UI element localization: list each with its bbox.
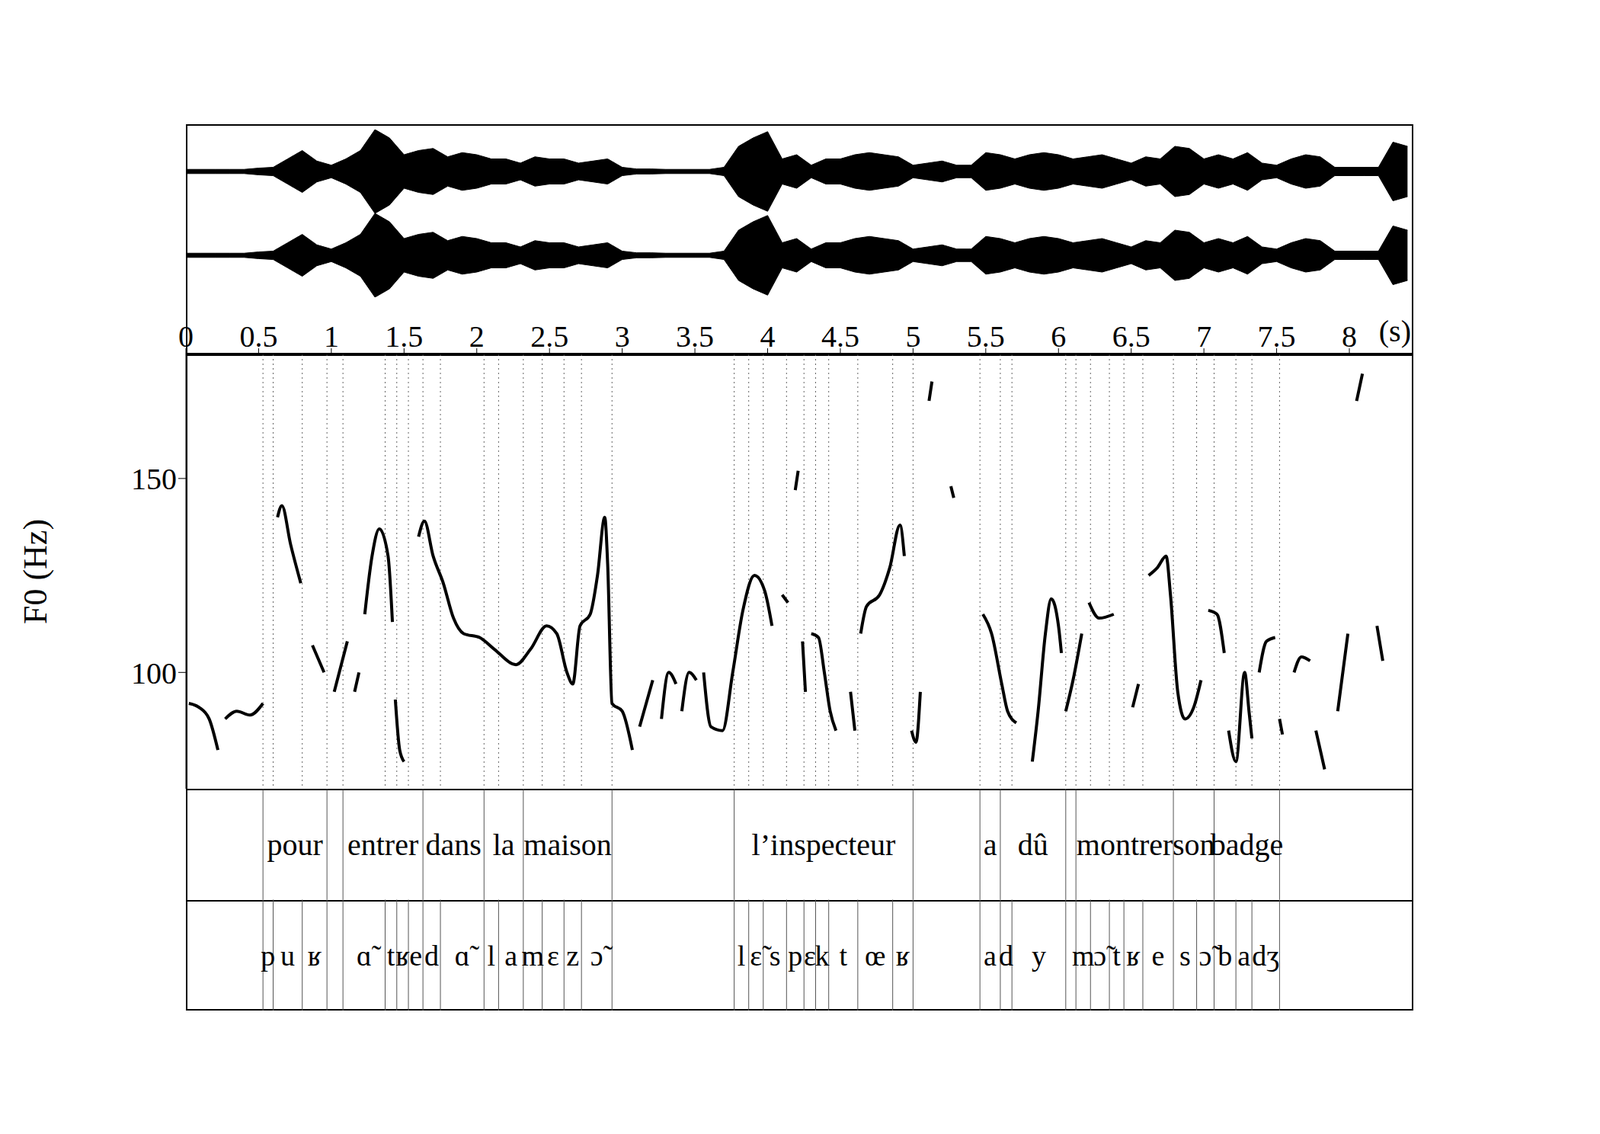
svg-text:t: t: [387, 939, 396, 972]
svg-text:entrer: entrer: [347, 827, 419, 862]
svg-text:y: y: [1031, 939, 1047, 972]
svg-text:dû: dû: [1017, 827, 1049, 862]
svg-text:1: 1: [323, 319, 340, 354]
html-text:(s): (s): [1378, 313, 1412, 349]
svg-text:ɔ̃: ɔ̃: [590, 939, 614, 972]
svg-text:m: m: [521, 939, 544, 972]
svg-text:d: d: [424, 939, 439, 972]
svg-text:2.5: 2.5: [530, 319, 569, 354]
svg-text:5.5: 5.5: [966, 319, 1005, 354]
svg-text:5: 5: [905, 319, 921, 354]
svg-text:u: u: [280, 939, 295, 972]
svg-text:dans: dans: [425, 827, 482, 862]
svg-text:6: 6: [1050, 319, 1066, 354]
svg-text:a: a: [1237, 939, 1251, 972]
svg-text:ɑ̃: ɑ̃: [356, 939, 382, 972]
svg-text:7: 7: [1196, 319, 1212, 354]
svg-text:dʒ: dʒ: [1251, 939, 1280, 972]
svg-text:0.5: 0.5: [239, 319, 278, 354]
svg-text:b: b: [1217, 939, 1232, 972]
svg-text:4: 4: [760, 319, 776, 354]
svg-text:s: s: [769, 939, 781, 972]
html-text:F0 (Hz): F0 (Hz): [16, 518, 55, 624]
svg-text:1.5: 1.5: [384, 319, 423, 354]
svg-text:ɔ̃: ɔ̃: [1093, 939, 1107, 972]
svg-text:7.5: 7.5: [1257, 319, 1296, 354]
svg-text:pour: pour: [266, 827, 323, 862]
svg-text:ɑ̃: ɑ̃: [454, 939, 480, 972]
svg-text:a: a: [983, 939, 997, 972]
svg-text:l: l: [487, 939, 496, 972]
svg-text:z: z: [566, 939, 580, 972]
svg-text:ʁ: ʁ: [307, 939, 323, 972]
svg-text:ʁ: ʁ: [1126, 939, 1141, 972]
svg-text:p: p: [787, 939, 803, 972]
svg-text:3.5: 3.5: [675, 319, 714, 354]
svg-text:œ: œ: [864, 939, 886, 972]
svg-text:t: t: [1112, 939, 1121, 972]
svg-text:100: 100: [131, 656, 177, 691]
svg-text:ʁ: ʁ: [896, 939, 911, 972]
svg-text:t: t: [838, 939, 848, 972]
svg-text:0: 0: [178, 319, 194, 354]
svg-text:badge: badge: [1210, 827, 1284, 862]
svg-text:l: l: [737, 939, 746, 972]
svg-text:m: m: [1072, 939, 1095, 972]
svg-text:ɛ̃: ɛ̃: [749, 939, 763, 972]
svg-text:ɔ̃: ɔ̃: [1198, 939, 1212, 972]
svg-text:150: 150: [131, 461, 177, 496]
svg-text:8: 8: [1341, 319, 1357, 354]
svg-text:l’inspecteur: l’inspecteur: [752, 827, 896, 862]
svg-text:a: a: [983, 827, 998, 862]
svg-text:k: k: [815, 939, 830, 972]
svg-text:ɛ: ɛ: [803, 939, 816, 972]
svg-text:ɛ: ɛ: [547, 939, 560, 972]
svg-text:p: p: [260, 939, 276, 972]
svg-text:4.5: 4.5: [821, 319, 860, 354]
svg-text:2: 2: [469, 319, 485, 354]
svg-text:e: e: [409, 939, 423, 972]
svg-text:la: la: [492, 827, 516, 862]
svg-text:d: d: [998, 939, 1014, 972]
svg-text:son: son: [1172, 827, 1216, 862]
svg-text:ʁ: ʁ: [395, 939, 410, 972]
svg-text:s: s: [1179, 939, 1191, 972]
svg-text:e: e: [1152, 939, 1165, 972]
svg-text:maison: maison: [523, 827, 612, 862]
svg-text:3: 3: [614, 319, 631, 354]
svg-text:6.5: 6.5: [1112, 319, 1151, 354]
svg-text:a: a: [504, 939, 518, 972]
svg-text:montrer: montrer: [1076, 827, 1174, 862]
